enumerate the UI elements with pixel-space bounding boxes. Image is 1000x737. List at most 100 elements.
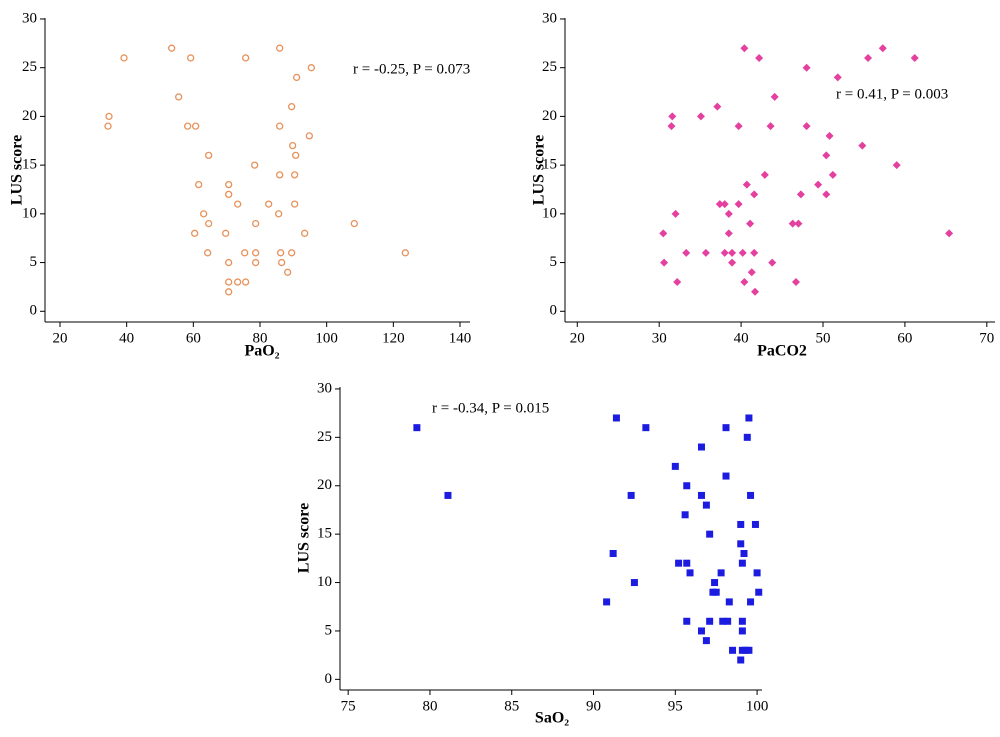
x-tick-label: 120 (382, 330, 405, 346)
point (734, 200, 743, 209)
point (350, 219, 358, 228)
x-tick-label: 85 (504, 698, 519, 714)
point (642, 424, 650, 432)
scatter-chart: 0 5 10 15 20 25 30 20 40 60 80 100 120 140 PaO₂ LUS sco… (9, 10, 472, 359)
y-tick-label: 30 (542, 10, 557, 26)
point (878, 44, 887, 53)
point (278, 258, 286, 267)
point (706, 617, 714, 625)
point (750, 190, 759, 199)
point (195, 180, 203, 189)
x-axis-label: SaO₂ (535, 710, 569, 727)
y-tick-label: 0 (30, 303, 38, 319)
point (738, 248, 747, 257)
x-tick-label: 30 (652, 330, 667, 346)
point (760, 170, 769, 179)
point (301, 229, 309, 237)
x-tick-label: 140 (449, 330, 472, 346)
point (753, 569, 761, 577)
point (630, 579, 638, 587)
point (828, 170, 837, 179)
point (725, 598, 733, 606)
point (252, 219, 260, 228)
point (222, 229, 230, 237)
point (205, 219, 213, 228)
point (794, 219, 803, 228)
point (667, 122, 676, 131)
point (770, 92, 779, 101)
point (724, 617, 732, 625)
y-tick-label: 5 (325, 622, 333, 638)
x-tick-label: 80 (253, 330, 268, 346)
point (252, 249, 260, 257)
point (275, 210, 283, 218)
point (751, 287, 760, 296)
point (627, 491, 635, 499)
point (276, 122, 284, 130)
point (724, 229, 733, 238)
x-tick-label: 40 (734, 330, 749, 346)
point (292, 151, 300, 160)
point (722, 424, 730, 432)
point (722, 472, 730, 480)
y-tick-label: 30 (317, 380, 332, 396)
point (720, 248, 729, 257)
point (747, 598, 755, 606)
point (288, 103, 296, 111)
y-tick-label: 20 (542, 108, 557, 124)
x-tick-label: 100 (315, 330, 338, 346)
point (755, 588, 763, 596)
point (105, 112, 113, 121)
point (284, 268, 292, 276)
point (291, 171, 299, 179)
y-tick-label: 30 (22, 10, 37, 26)
point (686, 569, 694, 577)
point (724, 209, 733, 218)
y-tick-label: 10 (542, 205, 557, 221)
annotation: r = -0.25, P = 0.073 (353, 61, 470, 77)
point (252, 258, 260, 267)
y-tick-label: 10 (317, 574, 332, 590)
point (683, 482, 691, 490)
point (277, 249, 285, 257)
y-tick-label: 5 (550, 254, 558, 270)
x-tick-label: 80 (422, 698, 437, 714)
point (307, 64, 315, 72)
point (734, 122, 743, 131)
point (858, 141, 867, 150)
point (204, 249, 212, 257)
point (717, 569, 725, 577)
point (796, 190, 805, 199)
point (743, 433, 751, 441)
point (711, 579, 719, 587)
point (750, 248, 759, 257)
x-tick-label: 50 (816, 330, 831, 346)
point (702, 501, 710, 509)
point (745, 646, 753, 654)
y-tick-label: 25 (542, 59, 557, 75)
point (660, 258, 669, 267)
point (766, 122, 775, 131)
point (833, 73, 842, 82)
point (696, 112, 705, 121)
point (191, 229, 199, 237)
point (745, 414, 753, 422)
point (225, 288, 233, 296)
point (603, 598, 611, 606)
point (682, 248, 691, 257)
point (706, 530, 714, 538)
point (242, 54, 250, 62)
point (675, 559, 683, 567)
point (251, 161, 259, 169)
y-tick-label: 25 (22, 59, 37, 75)
point (738, 559, 746, 567)
point (671, 462, 679, 470)
point (720, 200, 729, 209)
point (276, 44, 284, 52)
y-tick-label: 0 (325, 671, 333, 687)
x-tick-label: 100 (746, 698, 769, 714)
y-tick-label: 10 (22, 205, 37, 221)
point (892, 161, 901, 170)
point (746, 219, 755, 228)
point (728, 258, 737, 267)
